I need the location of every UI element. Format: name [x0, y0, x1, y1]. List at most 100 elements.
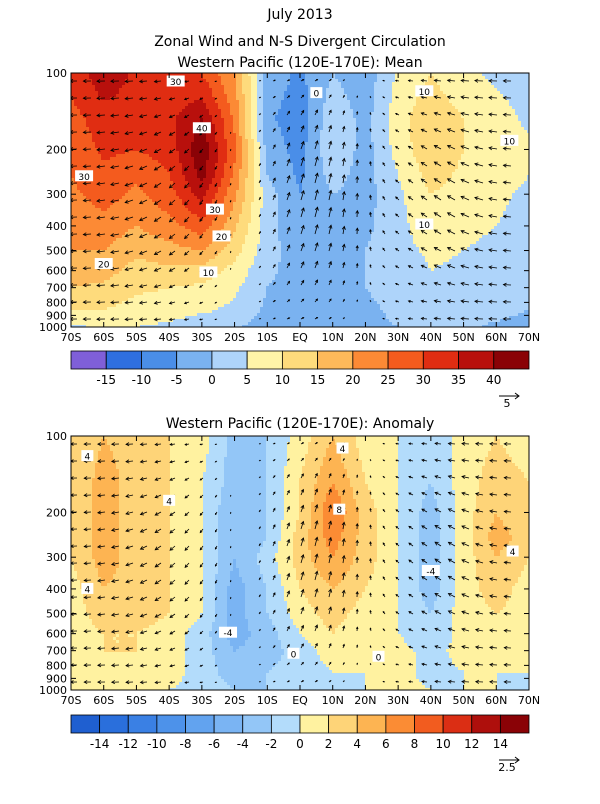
field-cell: [167, 109, 171, 113]
field-cell: [212, 166, 216, 170]
field-cell: [113, 124, 117, 128]
field-cell: [323, 145, 327, 149]
field-cell: [164, 169, 168, 173]
field-cell: [425, 121, 429, 125]
field-cell: [335, 148, 339, 152]
field-cell: [368, 136, 372, 140]
field-cell: [281, 79, 285, 83]
field-cell: [518, 79, 522, 83]
field-cell: [467, 127, 471, 131]
field-cell: [485, 163, 489, 167]
field-cell: [500, 163, 504, 167]
field-cell: [167, 142, 171, 146]
field-cell: [521, 79, 525, 83]
field-cell: [479, 121, 483, 125]
field-cell: [344, 103, 348, 107]
field-cell: [89, 106, 93, 110]
field-cell: [215, 121, 219, 125]
field-cell: [467, 163, 471, 167]
field-cell: [194, 154, 198, 158]
field-cell: [491, 148, 495, 152]
field-cell: [317, 166, 321, 170]
field-cell: [374, 130, 378, 134]
field-cell: [224, 133, 228, 137]
field-cell: [491, 97, 495, 101]
field-cell: [512, 130, 516, 134]
field-cell: [293, 121, 297, 125]
field-cell: [371, 115, 375, 119]
field-cell: [371, 145, 375, 149]
field-cell: [485, 94, 489, 98]
field-cell: [233, 127, 237, 131]
field-cell: [434, 106, 438, 110]
field-cell: [476, 88, 480, 92]
field-cell: [245, 121, 249, 125]
field-cell: [356, 154, 360, 158]
field-cell: [521, 91, 525, 95]
field-cell: [251, 115, 255, 119]
field-cell: [263, 97, 267, 101]
field-cell: [272, 100, 276, 104]
field-cell: [134, 166, 138, 170]
field-cell: [200, 142, 204, 146]
field-cell: [143, 115, 147, 119]
field-cell: [74, 88, 78, 92]
field-cell: [80, 160, 84, 164]
field-cell: [107, 85, 111, 89]
field-cell: [497, 130, 501, 134]
field-cell: [389, 100, 393, 104]
field-cell: [395, 157, 399, 161]
field-cell: [482, 76, 486, 80]
field-cell: [464, 142, 468, 146]
field-cell: [527, 91, 529, 95]
field-cell: [101, 145, 105, 149]
field-cell: [470, 106, 474, 110]
field-cell: [245, 157, 249, 161]
field-cell: [302, 154, 306, 158]
field-cell: [332, 121, 336, 125]
field-cell: [218, 148, 222, 152]
field-cell: [362, 136, 366, 140]
field-cell: [485, 121, 489, 125]
field-cell: [215, 76, 219, 80]
field-cell: [104, 94, 108, 98]
field-cell: [407, 73, 411, 77]
field-cell: [377, 142, 381, 146]
field-cell: [476, 136, 480, 140]
field-cell: [335, 73, 339, 77]
field-cell: [479, 166, 483, 170]
field-cell: [485, 118, 489, 122]
field-cell: [278, 166, 282, 170]
field-cell: [80, 154, 84, 158]
field-cell: [371, 73, 375, 77]
field-cell: [305, 130, 309, 134]
field-cell: [491, 151, 495, 155]
field-cell: [314, 148, 318, 152]
field-cell: [149, 118, 153, 122]
field-cell: [344, 136, 348, 140]
field-cell: [230, 154, 234, 158]
field-cell: [227, 91, 231, 95]
field-cell: [470, 142, 474, 146]
field-cell: [197, 97, 201, 101]
field-cell: [329, 91, 333, 95]
field-cell: [452, 160, 456, 164]
field-cell: [302, 166, 306, 170]
field-cell: [83, 85, 87, 89]
field-cell: [434, 115, 438, 119]
field-cell: [353, 136, 357, 140]
field-cell: [239, 91, 243, 95]
field-cell: [101, 121, 105, 125]
field-cell: [305, 124, 309, 128]
field-cell: [203, 169, 207, 173]
field-cell: [449, 166, 453, 170]
field-cell: [326, 97, 330, 101]
field-cell: [308, 130, 312, 134]
field-cell: [218, 73, 222, 77]
field-cell: [236, 88, 240, 92]
field-cell: [482, 166, 486, 170]
field-cell: [359, 160, 363, 164]
field-cell: [344, 130, 348, 134]
field-cell: [410, 127, 414, 131]
field-cell: [395, 136, 399, 140]
